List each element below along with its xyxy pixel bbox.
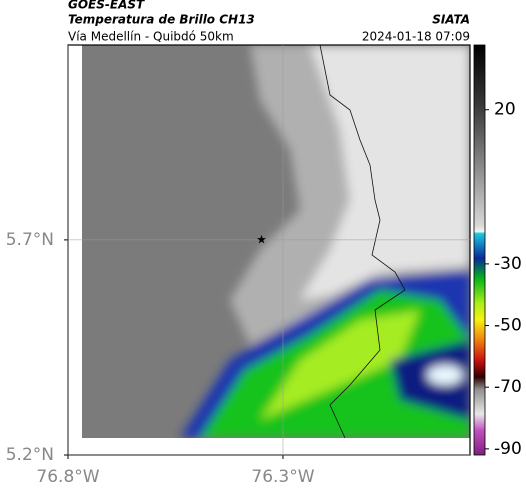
route: Vía Medellín - Quibdó 50km — [68, 30, 234, 44]
source: GOES-EAST — [68, 0, 145, 12]
imagery — [82, 45, 470, 438]
station-marker: ★ — [256, 232, 267, 246]
colorbar-tick-label: -90 — [494, 439, 522, 459]
colorbar-tick-label: 20 — [494, 100, 516, 120]
colorbar-axis: 20 -30 -50 -70 -90 — [485, 100, 522, 459]
lon-tick-label: 76.3°W — [251, 467, 314, 487]
colorbar-tick-label: -50 — [494, 316, 522, 336]
colorbar-tick-label: -30 — [494, 254, 522, 274]
colorbar — [473, 44, 486, 456]
lon-tick-label: 76.8°W — [36, 467, 99, 487]
lat-tick-label: 5.2°N — [6, 445, 54, 465]
colorbar-tick-label: -70 — [494, 377, 522, 397]
lat-tick-label: 5.7°N — [6, 230, 54, 250]
agency: SIATA — [432, 13, 470, 27]
map-axes: 76.8°W 76.3°W 5.2°N 5.7°N ★ — [6, 45, 470, 487]
timestamp: 2024-01-18 07:09 — [362, 30, 470, 44]
product: Temperatura de Brillo CH13 — [68, 13, 255, 27]
